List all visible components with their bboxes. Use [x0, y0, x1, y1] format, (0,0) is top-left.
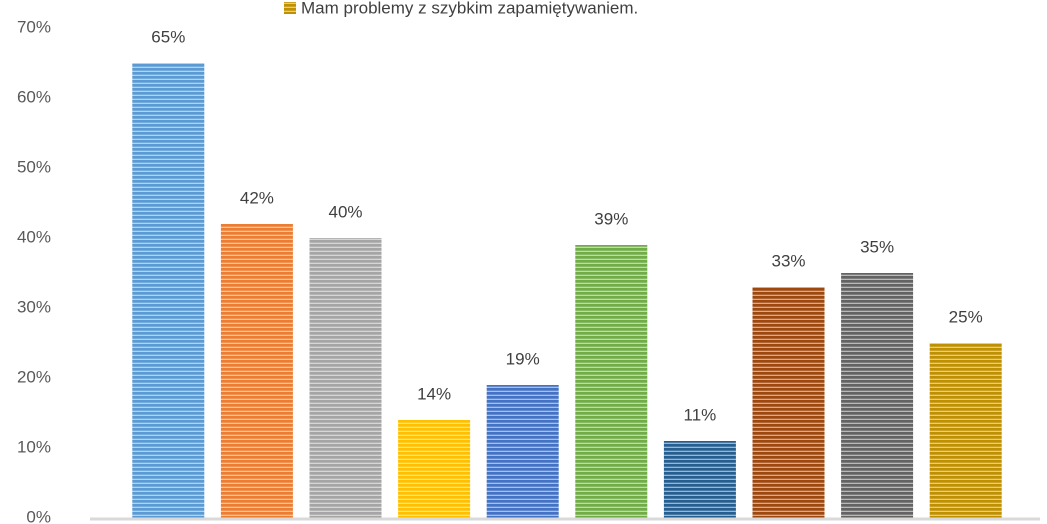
value-label: 35% [860, 237, 894, 256]
bar [929, 343, 1002, 518]
bar [486, 385, 559, 518]
y-tick-label: 30% [17, 297, 51, 316]
value-label: 65% [151, 27, 185, 46]
value-label: 25% [949, 307, 983, 326]
value-label: 39% [594, 209, 628, 228]
y-tick-label: 0% [26, 507, 51, 524]
value-label: 40% [328, 202, 362, 221]
bar [663, 441, 736, 518]
y-tick-label: 50% [17, 157, 51, 176]
bar [220, 224, 293, 518]
legend-swatch [284, 2, 296, 14]
bar [841, 273, 914, 518]
y-tick-label: 60% [17, 87, 51, 106]
bar [309, 238, 382, 518]
legend-label: Mam problemy z szybkim zapamiętywaniem. [301, 0, 638, 17]
value-label: 42% [240, 188, 274, 207]
value-label: 14% [417, 384, 451, 403]
value-label: 11% [684, 405, 717, 424]
value-label: 19% [506, 349, 540, 368]
bar [132, 63, 205, 518]
y-tick-label: 40% [17, 227, 51, 246]
y-tick-label: 10% [17, 437, 51, 456]
bar [398, 420, 471, 518]
y-tick-label: 70% [17, 17, 51, 36]
y-tick-label: 20% [17, 367, 51, 386]
bar [575, 245, 648, 518]
value-label: 33% [771, 251, 805, 270]
bar [752, 287, 825, 518]
